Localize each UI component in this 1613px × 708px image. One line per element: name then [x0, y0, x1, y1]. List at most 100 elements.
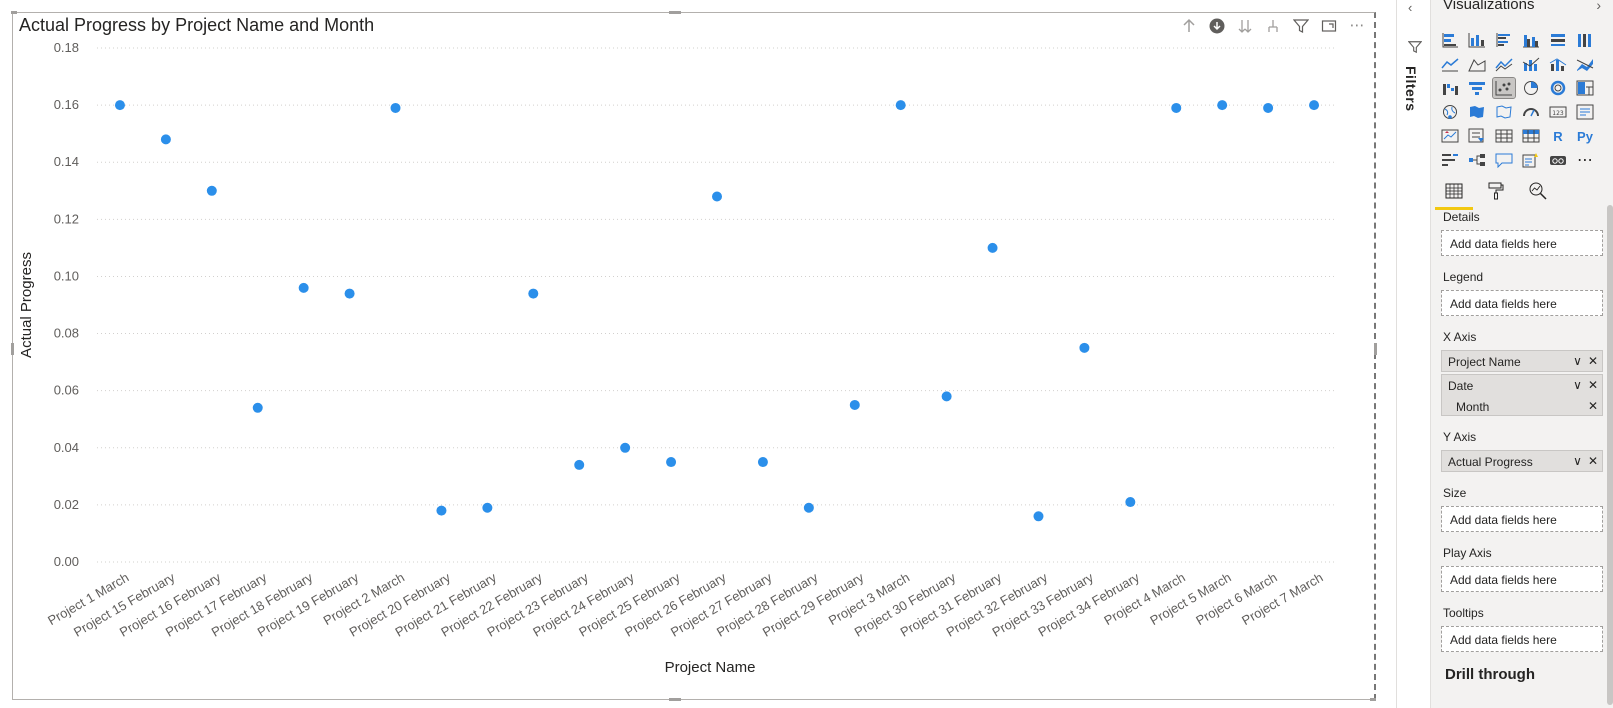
data-point[interactable] — [528, 288, 539, 299]
data-point[interactable] — [1217, 100, 1228, 111]
donut-chart-icon[interactable] — [1547, 78, 1569, 98]
kpi-icon[interactable] — [1439, 126, 1461, 146]
scatter-chart-icon[interactable] — [1492, 77, 1516, 99]
slicer-icon[interactable] — [1466, 126, 1488, 146]
remove-month-icon[interactable]: ✕ — [1587, 399, 1598, 413]
expand-arrow-icon[interactable]: › — [1596, 0, 1601, 13]
100-stacked-column-chart-icon[interactable] — [1574, 30, 1596, 50]
gauge-icon[interactable] — [1520, 102, 1542, 122]
chevron-down-icon[interactable]: ∨ — [1573, 378, 1582, 392]
matrix-icon[interactable] — [1520, 126, 1542, 146]
decomposition-tree-icon[interactable] — [1466, 150, 1488, 170]
filter-icon[interactable] — [1292, 17, 1310, 35]
data-point[interactable] — [1033, 511, 1044, 522]
clustered-bar-chart-icon[interactable] — [1493, 30, 1515, 50]
fields-tab[interactable] — [1435, 178, 1473, 210]
tooltips-drop-zone[interactable]: Add data fields here — [1441, 626, 1603, 652]
r-script-visual-icon[interactable]: R — [1553, 128, 1563, 144]
resize-handle-corner-br[interactable] — [1370, 698, 1376, 701]
waterfall-chart-icon[interactable] — [1439, 78, 1461, 98]
data-point[interactable] — [114, 100, 125, 111]
data-point[interactable] — [252, 402, 263, 413]
data-point[interactable] — [1079, 342, 1090, 353]
filled-map-icon[interactable] — [1466, 102, 1488, 122]
scatter-visual[interactable]: 0.00 0.02 0.04 0.06 0.08 0.10 0.12 0.14 0.16 0.18… — [11, 11, 1377, 701]
chevron-down-icon[interactable]: ∨ — [1573, 454, 1582, 468]
drill-up-icon[interactable] — [1180, 17, 1198, 35]
x-axis-field-date[interactable]: Date ∨ ✕ Month ✕ — [1441, 374, 1603, 416]
resize-handle-corner-tl[interactable] — [11, 11, 17, 14]
stacked-bar-chart-icon[interactable] — [1439, 30, 1461, 50]
data-point[interactable] — [941, 391, 952, 402]
remove-field-icon[interactable]: ✕ — [1587, 454, 1598, 468]
y-axis-field-actual-progress[interactable]: Actual Progress ∨ ✕ — [1441, 450, 1603, 472]
data-point[interactable] — [436, 505, 447, 516]
chevron-down-icon[interactable]: ∨ — [1573, 354, 1582, 368]
resize-handle-left[interactable] — [11, 343, 14, 355]
data-point[interactable] — [206, 185, 217, 196]
area-chart-icon[interactable] — [1466, 54, 1488, 74]
drill-down-icon[interactable] — [1208, 17, 1226, 35]
line-and-stacked-column-icon[interactable] — [1520, 54, 1542, 74]
paginated-report-icon[interactable] — [1547, 150, 1569, 170]
details-drop-zone[interactable]: Add data fields here — [1441, 230, 1603, 256]
format-tab[interactable] — [1483, 178, 1509, 204]
resize-handle-bottom[interactable] — [669, 698, 681, 701]
map-icon[interactable] — [1439, 102, 1461, 122]
treemap-icon[interactable] — [1574, 78, 1596, 98]
data-point[interactable] — [1263, 102, 1274, 113]
line-and-clustered-column-icon[interactable] — [1547, 54, 1569, 74]
shape-map-icon[interactable] — [1493, 102, 1515, 122]
100-stacked-bar-chart-icon[interactable] — [1547, 30, 1569, 50]
data-point[interactable] — [574, 459, 585, 470]
data-point[interactable] — [849, 399, 860, 410]
data-points[interactable] — [114, 100, 1320, 522]
multi-row-card-icon[interactable] — [1574, 102, 1596, 122]
pie-chart-icon[interactable] — [1520, 78, 1542, 98]
filters-label[interactable]: Filters — [1403, 66, 1419, 112]
stacked-column-chart-icon[interactable] — [1466, 30, 1488, 50]
line-chart-icon[interactable] — [1439, 54, 1461, 74]
remove-field-icon[interactable]: ✕ — [1587, 354, 1598, 368]
expand-hierarchy-icon[interactable] — [1264, 17, 1282, 35]
card-icon[interactable]: 123 — [1547, 102, 1569, 122]
legend-drop-zone[interactable]: Add data fields here — [1441, 290, 1603, 316]
data-point[interactable] — [390, 102, 401, 113]
analytics-tab[interactable] — [1525, 178, 1551, 204]
data-point[interactable] — [712, 191, 722, 202]
collapse-arrow-icon[interactable]: ‹ — [1408, 0, 1413, 15]
smart-narrative-icon[interactable] — [1520, 150, 1542, 170]
filter-funnel-icon[interactable] — [1407, 40, 1423, 59]
table-icon[interactable] — [1493, 126, 1515, 146]
key-influencers-icon[interactable] — [1439, 150, 1461, 170]
play-axis-drop-zone[interactable]: Add data fields here — [1441, 566, 1603, 592]
expand-next-level-icon[interactable] — [1236, 17, 1254, 35]
python-visual-icon[interactable]: Py — [1577, 128, 1593, 144]
funnel-chart-icon[interactable] — [1466, 78, 1488, 98]
data-point[interactable] — [344, 288, 355, 299]
data-point[interactable] — [1125, 497, 1136, 508]
data-point[interactable] — [987, 242, 998, 253]
data-point[interactable] — [666, 457, 677, 468]
pane-scrollbar[interactable] — [1607, 205, 1613, 705]
size-drop-zone[interactable]: Add data fields here — [1441, 506, 1603, 532]
data-point[interactable] — [757, 457, 768, 468]
stacked-area-chart-icon[interactable] — [1493, 54, 1515, 74]
focus-mode-icon[interactable] — [1320, 17, 1338, 35]
data-point[interactable] — [160, 134, 171, 145]
resize-handle-top[interactable] — [669, 11, 681, 14]
ribbon-chart-icon[interactable] — [1574, 54, 1596, 74]
data-point[interactable] — [298, 282, 309, 293]
clustered-column-chart-icon[interactable] — [1520, 30, 1542, 50]
get-more-visuals-icon[interactable]: ⋯ — [1577, 152, 1593, 169]
qna-icon[interactable] — [1493, 150, 1515, 170]
data-point[interactable] — [1309, 100, 1320, 111]
data-point[interactable] — [482, 502, 493, 513]
more-options-icon[interactable]: ⋯ — [1349, 17, 1365, 34]
remove-field-icon[interactable]: ✕ — [1587, 378, 1598, 392]
resize-handle-right[interactable] — [1374, 343, 1377, 355]
x-axis-field-project-name[interactable]: Project Name ∨ ✕ — [1441, 350, 1603, 372]
data-point[interactable] — [1171, 102, 1182, 113]
data-point[interactable] — [803, 502, 814, 513]
data-point[interactable] — [620, 442, 631, 453]
